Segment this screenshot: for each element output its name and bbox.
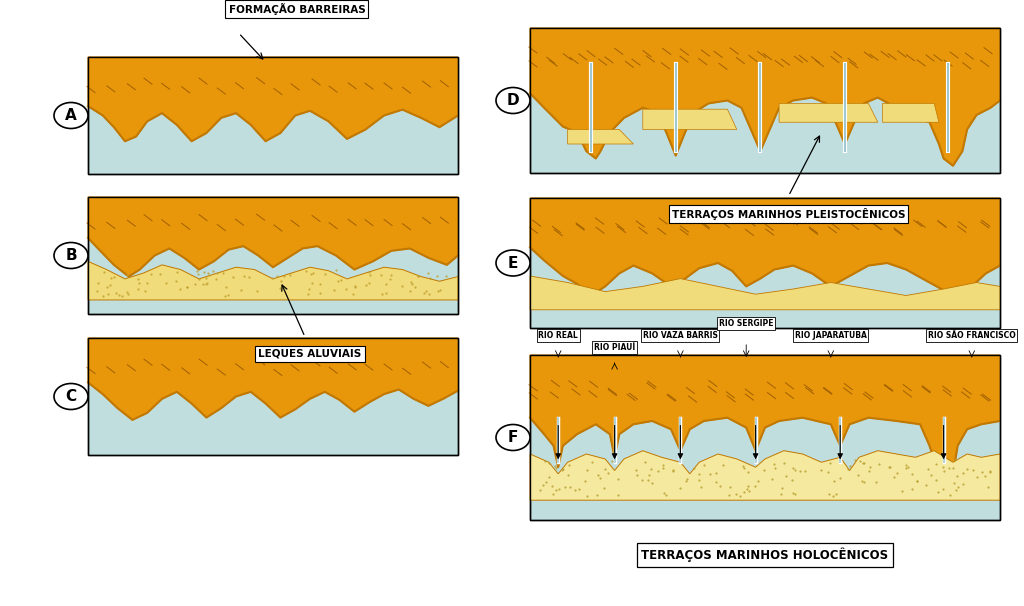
Ellipse shape: [54, 242, 88, 268]
Bar: [530, 198, 1000, 328]
Text: FORMAÇÃO BARREIRAS: FORMAÇÃO BARREIRAS: [228, 3, 366, 15]
Polygon shape: [88, 57, 458, 141]
Polygon shape: [779, 104, 878, 122]
Ellipse shape: [54, 384, 88, 410]
Bar: [88, 197, 458, 314]
Polygon shape: [530, 198, 1000, 296]
Text: F: F: [508, 430, 518, 445]
Text: B: B: [66, 248, 77, 263]
Text: C: C: [66, 389, 77, 404]
Text: TERRAÇOS MARINHOS PLEISTOCÊNICOS: TERRAÇOS MARINHOS PLEISTOCÊNICOS: [672, 208, 905, 220]
Polygon shape: [643, 109, 737, 130]
Bar: [530, 28, 1000, 173]
Text: RIO VAZA BARRIS: RIO VAZA BARRIS: [643, 331, 718, 340]
Bar: [530, 355, 1000, 520]
Ellipse shape: [54, 102, 88, 128]
Bar: [88, 57, 458, 174]
Text: RIO SÃO FRANCISCO: RIO SÃO FRANCISCO: [928, 331, 1016, 340]
Polygon shape: [88, 261, 458, 300]
Bar: [530, 355, 1000, 520]
Bar: [530, 28, 1000, 173]
Text: RIO PIAUÍ: RIO PIAUÍ: [594, 343, 635, 352]
Text: A: A: [66, 108, 77, 123]
Bar: [530, 198, 1000, 328]
Bar: [88, 57, 458, 174]
Text: TERRAÇOS MARINHOS HOLOCÊNICOS: TERRAÇOS MARINHOS HOLOCÊNICOS: [641, 548, 889, 562]
Polygon shape: [883, 104, 939, 122]
Polygon shape: [530, 355, 1000, 487]
Ellipse shape: [496, 424, 530, 450]
Text: RIO SERGIPE: RIO SERGIPE: [719, 319, 773, 328]
Polygon shape: [530, 276, 1000, 310]
Text: D: D: [507, 93, 519, 108]
Bar: [88, 197, 458, 314]
Polygon shape: [88, 197, 458, 276]
Ellipse shape: [496, 87, 530, 113]
Polygon shape: [88, 338, 458, 420]
Text: LEQUES ALUVIAIS: LEQUES ALUVIAIS: [258, 349, 361, 359]
Text: E: E: [508, 256, 518, 270]
Text: RIO JAPARATUBA: RIO JAPARATUBA: [795, 331, 866, 340]
Polygon shape: [567, 130, 634, 144]
Ellipse shape: [496, 250, 530, 276]
Bar: [88, 338, 458, 455]
Polygon shape: [530, 451, 1000, 500]
Bar: [88, 338, 458, 455]
Polygon shape: [530, 28, 1000, 166]
Text: RIO REAL: RIO REAL: [539, 331, 579, 340]
